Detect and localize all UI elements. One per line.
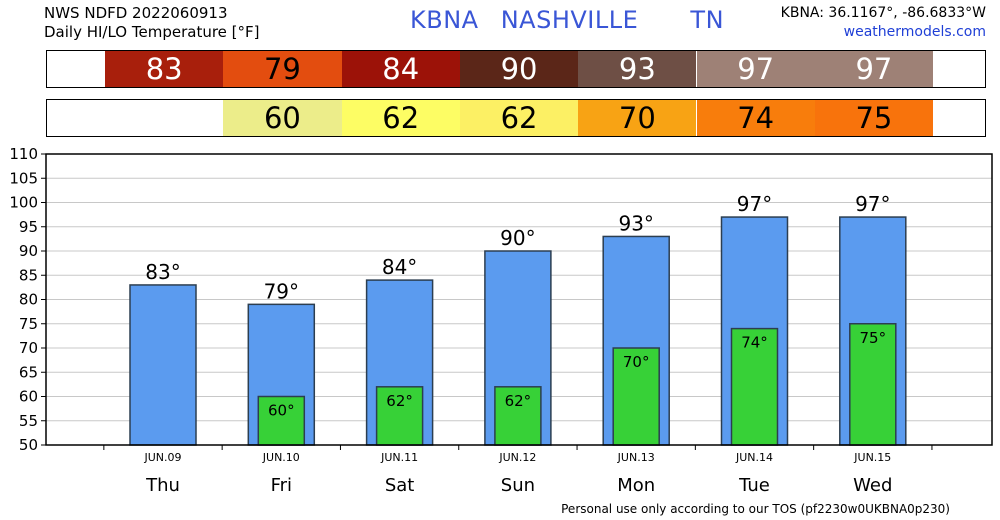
x-date-label: JUN.09 — [143, 451, 181, 464]
hi-temp-label: 97° — [855, 192, 890, 216]
lo-temp-cell: 60 — [223, 100, 342, 136]
hi-temp-strip: 83 79 84 90 93 97 97 — [46, 50, 986, 88]
hi-temp-cell: 93 — [578, 51, 697, 87]
x-day-label: Thu — [145, 475, 180, 496]
hi-temp-label: 83° — [145, 260, 180, 284]
x-date-label: JUN.13 — [617, 451, 655, 464]
hi-temp-cell: 90 — [459, 51, 579, 87]
hi-temp-label: 97° — [737, 192, 772, 216]
lo-temp-cell — [105, 100, 224, 136]
station-state: TN — [690, 6, 725, 34]
tos-footer: Personal use only according to our TOS (… — [561, 502, 950, 516]
y-tick-label: 75 — [19, 315, 38, 333]
lo-temp-label: 62° — [505, 392, 532, 410]
lo-temp-cell: 74 — [696, 100, 815, 136]
site-link[interactable]: weathermodels.com — [843, 24, 986, 40]
y-tick-label: 55 — [19, 412, 38, 430]
header-right: KBNA: 36.1167°, -86.6833°W weathermodels… — [781, 4, 986, 42]
x-day-label: Sat — [385, 475, 415, 496]
lo-temp-label: 74° — [741, 334, 768, 352]
lo-temp-label: 75° — [860, 329, 887, 347]
hi-temp-label: 93° — [618, 211, 653, 235]
x-date-label: JUN.15 — [853, 451, 891, 464]
y-tick-label: 90 — [19, 242, 38, 260]
y-tick-label: 70 — [19, 339, 38, 357]
lo-temp-cell: 75 — [814, 100, 934, 136]
y-tick-label: 65 — [19, 363, 38, 381]
chart-title: Daily HI/LO Temperature [°F] — [44, 23, 260, 41]
y-tick-label: 85 — [19, 266, 38, 284]
y-tick-label: 80 — [19, 291, 38, 309]
x-day-label: Wed — [853, 475, 892, 496]
x-date-label: JUN.12 — [498, 451, 536, 464]
y-tick-label: 60 — [19, 388, 38, 406]
y-tick-label: 100 — [9, 194, 38, 212]
station-id: KBNA — [410, 6, 479, 34]
hi-temp-cell: 97 — [696, 51, 815, 87]
y-tick-label: 50 — [19, 436, 38, 454]
lo-temp-cell: 62 — [341, 100, 460, 136]
hi-temp-label: 79° — [264, 279, 299, 303]
station-coords: KBNA: 36.1167°, -86.6833°W — [780, 5, 986, 21]
hi-temp-bar — [129, 284, 197, 446]
lo-temp-label: 70° — [623, 353, 650, 371]
header-info: NWS NDFD 2022060913 Daily HI/LO Temperat… — [44, 4, 260, 42]
station-city: NASHVILLE — [500, 6, 639, 34]
x-day-label: Fri — [271, 475, 292, 496]
model-run-label: NWS NDFD 2022060913 — [44, 4, 228, 22]
hi-temp-label: 84° — [382, 255, 417, 279]
lo-temp-cell: 70 — [578, 100, 697, 136]
y-tick-label: 95 — [19, 218, 38, 236]
y-tick-label: 110 — [9, 145, 38, 163]
lo-temp-bar — [494, 386, 542, 446]
plot-frame — [45, 153, 993, 446]
x-date-label: JUN.10 — [262, 451, 300, 464]
lo-temp-strip: 60 62 62 70 74 75 — [46, 99, 986, 137]
hi-temp-cell: 79 — [223, 51, 342, 87]
x-day-label: Tue — [738, 475, 770, 496]
hi-temp-label: 90° — [500, 226, 535, 250]
lo-temp-bar — [849, 323, 897, 446]
lo-temp-label: 60° — [268, 402, 295, 420]
x-day-label: Sun — [501, 475, 535, 496]
lo-temp-label: 62° — [386, 392, 413, 410]
x-day-label: Mon — [617, 475, 655, 496]
x-date-label: JUN.14 — [735, 451, 773, 464]
station-title: KBNA NASHVILLE TN — [410, 6, 738, 34]
lo-temp-cell: 62 — [459, 100, 579, 136]
y-tick-label: 105 — [9, 169, 38, 187]
hi-temp-cell: 84 — [341, 51, 460, 87]
hi-temp-cell: 83 — [105, 51, 224, 87]
hi-temp-cell: 97 — [814, 51, 934, 87]
x-date-label: JUN.11 — [380, 451, 418, 464]
